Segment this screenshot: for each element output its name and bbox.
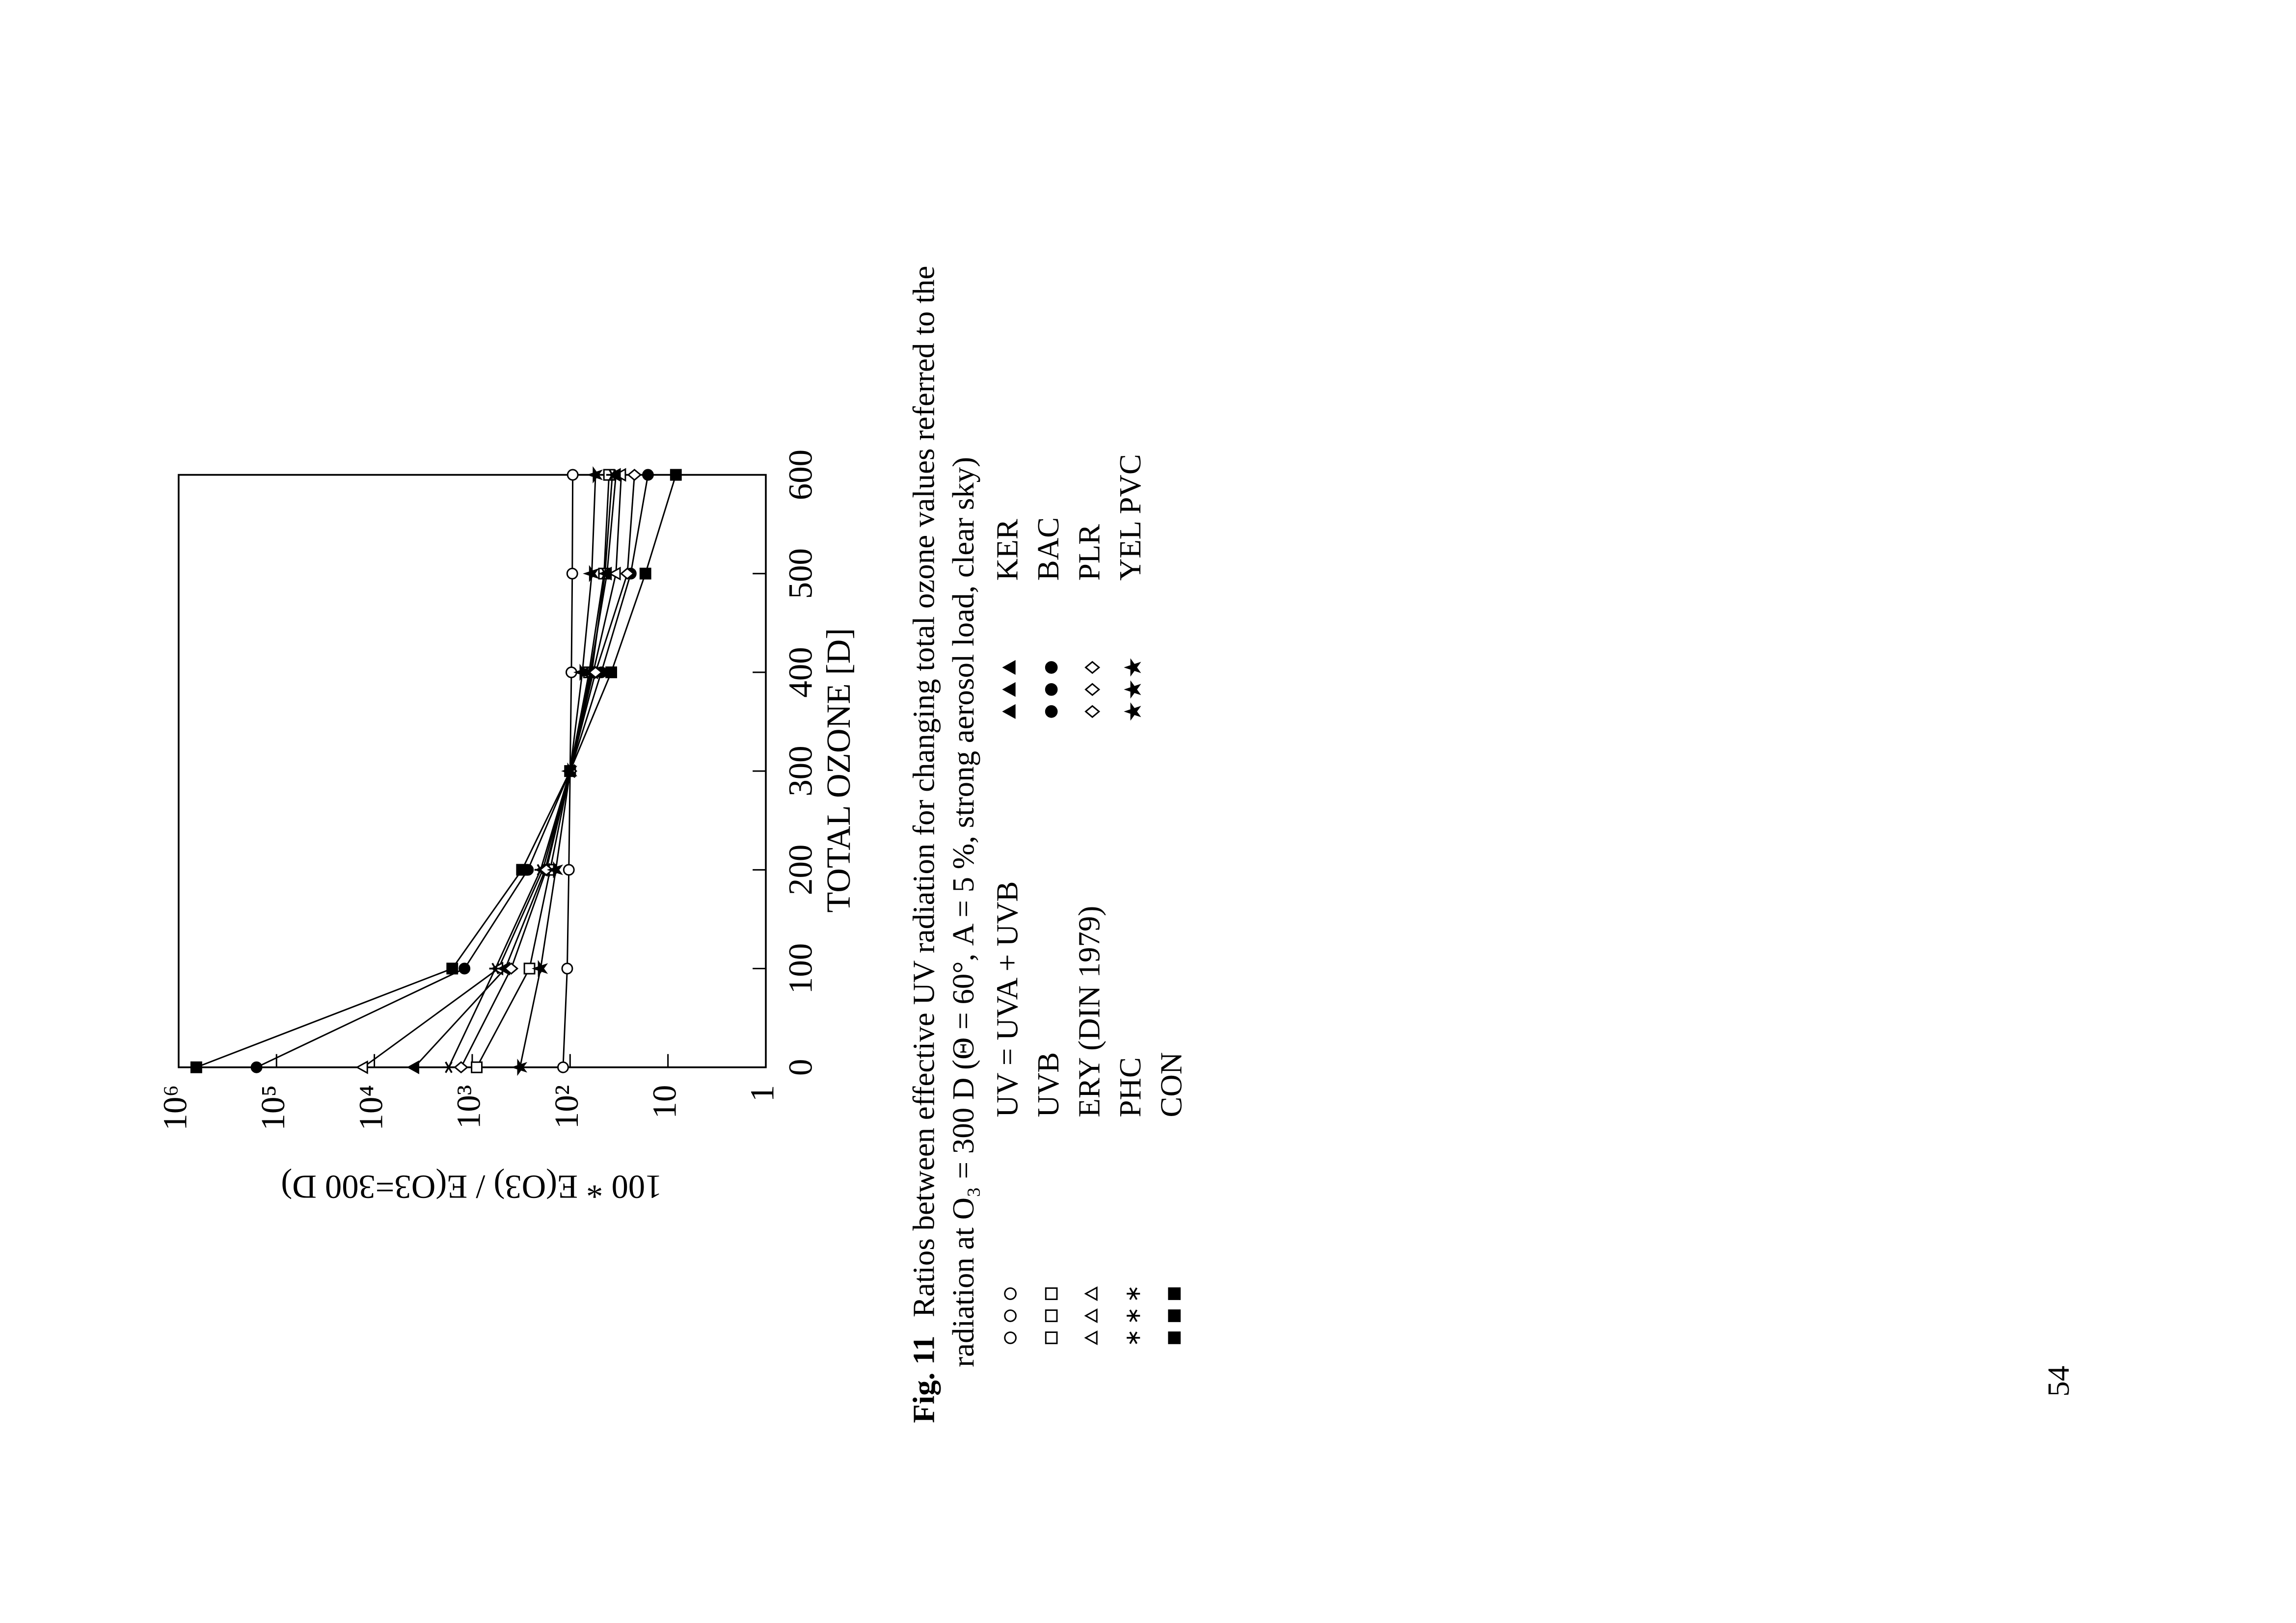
data-point [670,469,682,481]
legend-label: BAC [1031,517,1065,581]
data-point [605,666,617,678]
legend-symbol [1168,1309,1181,1322]
y-tick-label: 10² [548,1085,585,1129]
legend-symbol [1084,1330,1098,1345]
data-point [406,1060,419,1074]
legend-symbol [1127,1331,1140,1344]
data-point [250,1061,263,1073]
data-point [588,666,603,679]
legend-symbol [1004,1331,1017,1344]
x-tick-label: 500 [782,548,819,599]
data-point [454,1061,469,1074]
legend-symbol [1084,661,1101,674]
data-point [566,567,578,580]
data-point [642,469,654,481]
legend-label: CON [1154,1052,1189,1117]
data-point [561,762,578,780]
data-point [504,962,519,975]
legend-label: YEL PVC [1113,454,1147,581]
legend-label: PHC [1113,1057,1147,1117]
x-tick-label: 0 [782,1059,819,1075]
caption-line: radiation at O₃ = 300 D (Θ = 60°, A = 5 … [946,457,980,1367]
data-point [522,864,534,876]
legend-symbol [1004,1309,1017,1322]
y-tick-label: 10³ [450,1085,487,1129]
legend-symbol [1124,658,1141,677]
legend-symbol [1084,1286,1098,1302]
y-axis-label: 100 * E(O3) / E(O3=300 D) [281,1169,662,1206]
x-tick-label: 200 [782,845,819,895]
legend-symbol [1045,705,1058,718]
legend-symbol [1045,661,1058,674]
y-tick-label: 10⁵ [254,1085,292,1131]
legend-label: PLR [1072,524,1107,581]
y-tick-label: 10⁶ [157,1085,194,1131]
data-point [471,1061,483,1073]
data-point [561,962,573,975]
data-point [355,1060,368,1074]
data-point [442,1061,455,1073]
legend-symbol [1045,683,1058,696]
data-point [190,1061,202,1073]
legend-symbol [1002,704,1016,719]
data-point [563,864,575,876]
data-point [583,565,599,583]
legend-symbol [1084,1308,1098,1324]
data-point [586,466,603,484]
x-tick-label: 100 [782,943,819,994]
x-tick-label: 300 [782,745,819,796]
legend-symbol [1004,1287,1017,1300]
legend-symbol [1124,702,1141,721]
data-point [639,567,651,580]
caption-label: Fig. 11 [907,1335,941,1423]
legend-label: UVB [1031,1052,1065,1117]
x-axis-label: TOTAL OZONE [D] [820,628,857,913]
portrait-page: TOTAL OZONE [D] 100 * E(O3) / E(O3=300 D… [157,266,2076,1423]
caption-line: Ratios between effective UV radiation fo… [907,266,941,1317]
data-point [627,469,642,481]
data-point [573,664,590,681]
data-point [557,1061,569,1073]
data-point [531,960,548,978]
legend-symbol [1002,682,1016,697]
legend-symbol [1002,660,1016,675]
legend-label: KER [990,519,1025,581]
x-tick-label: 600 [782,450,819,500]
data-point [546,861,564,878]
data-point [511,1059,528,1076]
legend-symbol [1124,680,1141,699]
data-point [459,962,471,975]
legend-symbol [1045,1287,1058,1300]
y-tick-label: 10⁴ [352,1085,389,1131]
data-point [608,468,621,482]
data-point [608,566,621,581]
legend-symbol [1127,1287,1140,1300]
y-tick-label: 1 [744,1085,781,1102]
legend-symbol [1045,1331,1058,1344]
legend-symbol [1168,1331,1181,1344]
legend-label: ERY (DIN 1979) [1072,906,1107,1117]
legend-symbol [1045,1309,1058,1322]
page-number: 54 [2041,1366,2076,1397]
legend-symbol [1084,683,1101,696]
y-tick-label: 10 [646,1085,683,1119]
legend-symbol [1127,1309,1140,1322]
x-tick-label: 400 [782,647,819,697]
legend-label: UV = UVA + UVB [990,881,1025,1117]
data-point [599,566,612,581]
data-point [567,469,579,481]
legend-symbol [1168,1287,1181,1300]
data-point [620,567,635,580]
legend-symbol [1084,705,1101,718]
